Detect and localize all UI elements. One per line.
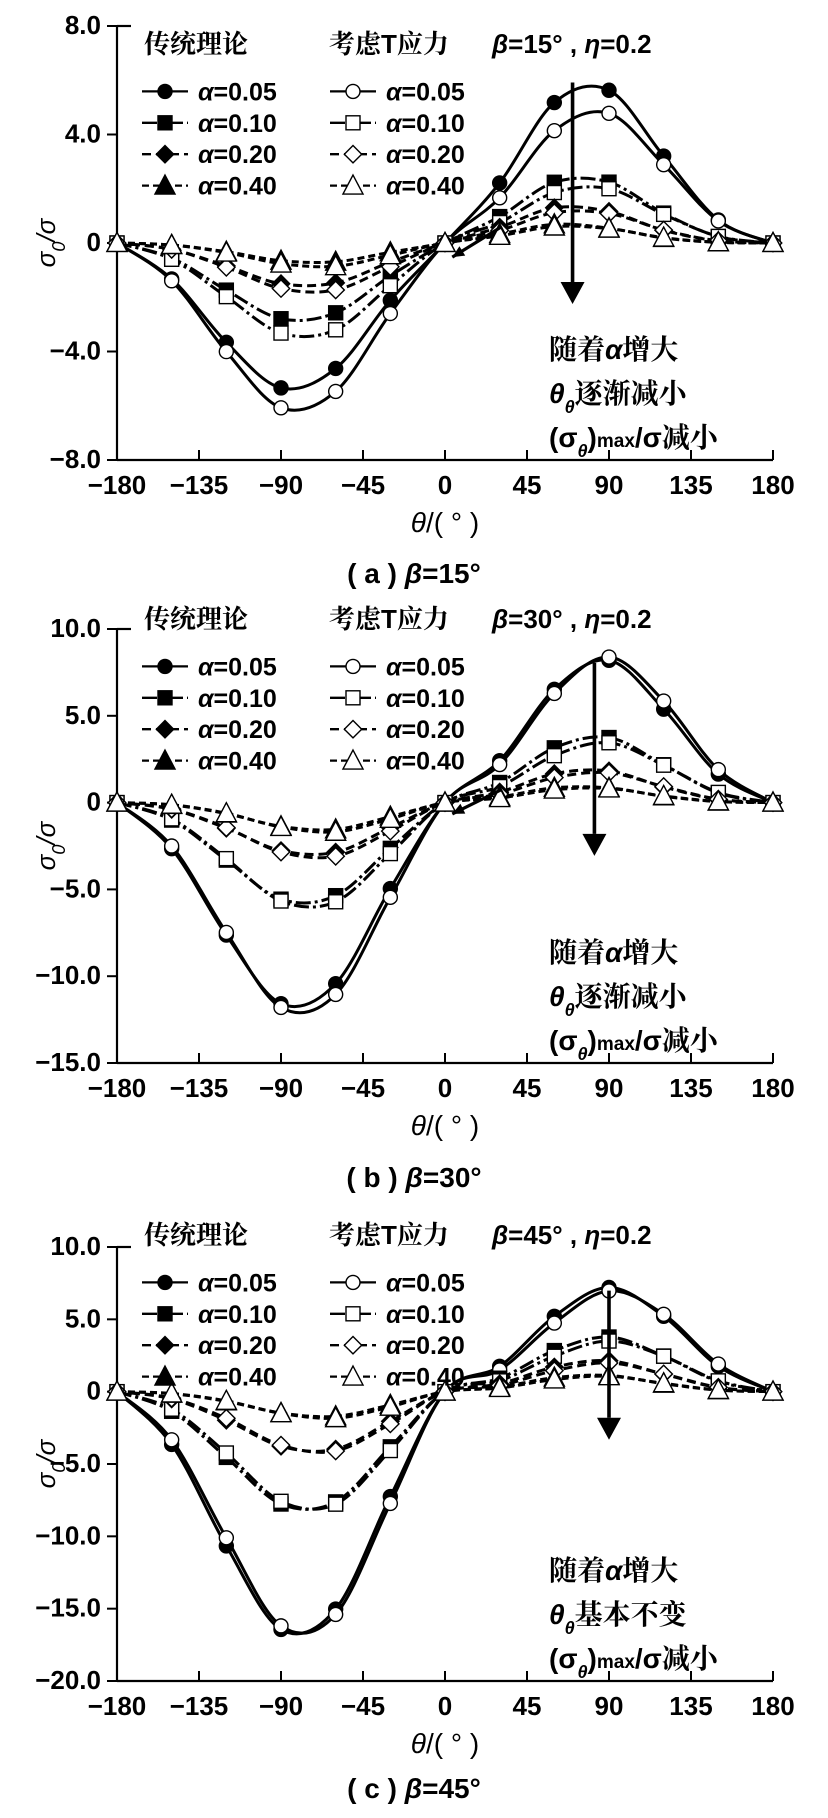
svg-text:180: 180 bbox=[751, 1691, 794, 1721]
svg-text:α=0.05: α=0.05 bbox=[198, 1269, 277, 1297]
svg-text:8.0: 8.0 bbox=[65, 10, 101, 40]
svg-text:90: 90 bbox=[595, 1073, 624, 1103]
svg-text:0: 0 bbox=[438, 1073, 452, 1103]
svg-text:−180: −180 bbox=[88, 470, 147, 500]
svg-text:随着α增大: 随着α增大 bbox=[549, 334, 678, 365]
svg-text:考虑T应力: 考虑T应力 bbox=[329, 1220, 449, 1250]
svg-text:传统理论: 传统理论 bbox=[144, 29, 248, 59]
svg-text:−15.0: −15.0 bbox=[35, 1593, 101, 1623]
svg-text:−90: −90 bbox=[259, 470, 303, 500]
svg-text:α=0.40: α=0.40 bbox=[386, 173, 465, 201]
svg-text:α=0.05: α=0.05 bbox=[386, 653, 465, 681]
svg-text:−135: −135 bbox=[170, 1073, 229, 1103]
svg-text:45: 45 bbox=[513, 1691, 542, 1721]
svg-text:α=0.20: α=0.20 bbox=[386, 141, 465, 169]
svg-text:θ/( ° ): θ/( ° ) bbox=[411, 1110, 479, 1141]
svg-text:β=15° , η=0.2: β=15° , η=0.2 bbox=[491, 29, 652, 59]
svg-text:考虑T应力: 考虑T应力 bbox=[329, 604, 449, 634]
svg-text:α=0.10: α=0.10 bbox=[198, 1301, 277, 1329]
svg-text:4.0: 4.0 bbox=[65, 119, 101, 149]
svg-text:0: 0 bbox=[87, 787, 101, 817]
svg-text:α=0.20: α=0.20 bbox=[198, 716, 277, 744]
svg-text:0: 0 bbox=[87, 1376, 101, 1406]
svg-text:−4.0: −4.0 bbox=[50, 336, 101, 366]
svg-text:α=0.05: α=0.05 bbox=[198, 653, 277, 681]
svg-text:( a ) β=15°: ( a ) β=15° bbox=[347, 558, 481, 589]
svg-text:α=0.40: α=0.40 bbox=[386, 748, 465, 776]
svg-text:传统理论: 传统理论 bbox=[144, 1220, 248, 1250]
svg-text:θ/( ° ): θ/( ° ) bbox=[411, 1728, 479, 1759]
svg-text:−10.0: −10.0 bbox=[35, 960, 101, 990]
svg-text:−180: −180 bbox=[88, 1073, 147, 1103]
svg-text:−10.0: −10.0 bbox=[35, 1520, 101, 1550]
svg-text:α=0.20: α=0.20 bbox=[386, 1332, 465, 1360]
svg-text:α=0.40: α=0.40 bbox=[386, 1364, 465, 1392]
svg-text:α=0.10: α=0.10 bbox=[386, 685, 465, 713]
svg-text:α=0.20: α=0.20 bbox=[386, 716, 465, 744]
svg-text:−90: −90 bbox=[259, 1073, 303, 1103]
svg-text:α=0.05: α=0.05 bbox=[198, 78, 277, 106]
svg-text:−45: −45 bbox=[341, 1073, 385, 1103]
svg-text:10.0: 10.0 bbox=[50, 613, 101, 643]
svg-text:−90: −90 bbox=[259, 1691, 303, 1721]
svg-text:β=45° , η=0.2: β=45° , η=0.2 bbox=[491, 1220, 652, 1250]
svg-text:10.0: 10.0 bbox=[50, 1231, 101, 1261]
svg-text:α=0.40: α=0.40 bbox=[198, 173, 277, 201]
svg-text:0: 0 bbox=[438, 1691, 452, 1721]
svg-text:θ/( ° ): θ/( ° ) bbox=[411, 507, 479, 538]
svg-text:180: 180 bbox=[751, 1073, 794, 1103]
svg-text:考虑T应力: 考虑T应力 bbox=[329, 29, 449, 59]
svg-text:α=0.40: α=0.40 bbox=[198, 1364, 277, 1392]
svg-text:α=0.20: α=0.20 bbox=[198, 1332, 277, 1360]
svg-text:α=0.40: α=0.40 bbox=[198, 748, 277, 776]
svg-text:α=0.10: α=0.10 bbox=[198, 685, 277, 713]
svg-text:α=0.05: α=0.05 bbox=[386, 78, 465, 106]
svg-text:45: 45 bbox=[513, 470, 542, 500]
svg-text:−135: −135 bbox=[170, 1691, 229, 1721]
svg-text:α=0.05: α=0.05 bbox=[386, 1269, 465, 1297]
svg-text:−45: −45 bbox=[341, 1691, 385, 1721]
svg-text:135: 135 bbox=[669, 1073, 712, 1103]
svg-text:α=0.10: α=0.10 bbox=[386, 1301, 465, 1329]
svg-text:−45: −45 bbox=[341, 470, 385, 500]
svg-text:0: 0 bbox=[87, 227, 101, 257]
svg-text:45: 45 bbox=[513, 1073, 542, 1103]
svg-text:0: 0 bbox=[438, 470, 452, 500]
svg-text:135: 135 bbox=[669, 1691, 712, 1721]
svg-text:180: 180 bbox=[751, 470, 794, 500]
svg-text:−5.0: −5.0 bbox=[50, 873, 101, 903]
svg-text:随着α增大: 随着α增大 bbox=[549, 937, 678, 968]
svg-text:90: 90 bbox=[595, 1691, 624, 1721]
svg-text:( c ) β=45°: ( c ) β=45° bbox=[347, 1773, 481, 1804]
svg-text:−135: −135 bbox=[170, 470, 229, 500]
svg-text:5.0: 5.0 bbox=[65, 700, 101, 730]
svg-text:传统理论: 传统理论 bbox=[144, 604, 248, 634]
svg-text:−180: −180 bbox=[88, 1691, 147, 1721]
svg-text:90: 90 bbox=[595, 470, 624, 500]
svg-text:α=0.10: α=0.10 bbox=[198, 110, 277, 138]
svg-text:135: 135 bbox=[669, 470, 712, 500]
svg-text:α=0.20: α=0.20 bbox=[198, 141, 277, 169]
svg-text:β=30° , η=0.2: β=30° , η=0.2 bbox=[491, 604, 652, 634]
svg-text:α=0.10: α=0.10 bbox=[386, 110, 465, 138]
svg-text:5.0: 5.0 bbox=[65, 1303, 101, 1333]
svg-text:( b ) β=30°: ( b ) β=30° bbox=[346, 1162, 481, 1193]
svg-text:随着α增大: 随着α增大 bbox=[549, 1555, 678, 1586]
